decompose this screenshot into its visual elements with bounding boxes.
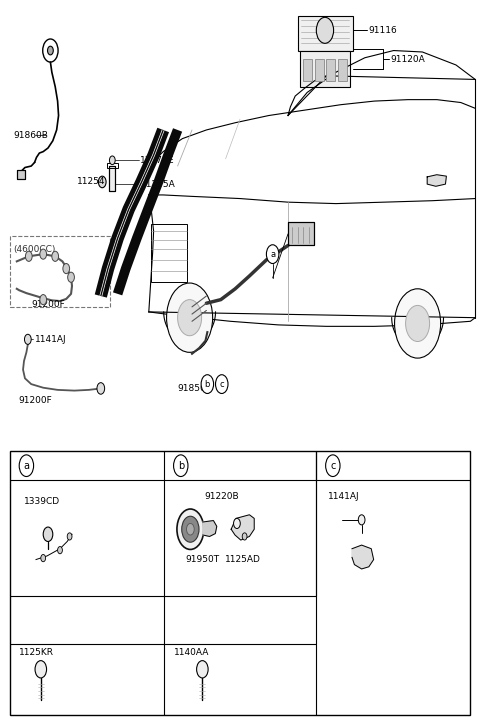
Circle shape [58,547,62,554]
Text: (4600CC): (4600CC) [13,245,56,253]
Circle shape [325,455,340,477]
Polygon shape [352,545,373,569]
Circle shape [40,249,47,259]
Bar [151,224,187,282]
Circle shape [187,523,194,535]
Circle shape [68,272,74,282]
Text: 1125AD: 1125AD [226,555,261,564]
Bar [17,170,25,179]
Circle shape [266,245,279,264]
Circle shape [316,17,334,43]
Circle shape [178,300,202,336]
Bar [298,16,353,51]
Bar [17,170,25,179]
Text: c: c [330,461,336,471]
Polygon shape [231,515,254,540]
Bar [109,166,115,191]
Bar [107,163,118,168]
Polygon shape [203,521,217,536]
Circle shape [43,527,53,542]
Bar [326,59,335,81]
Text: 1140AA: 1140AA [174,648,209,656]
Circle shape [358,515,365,525]
Circle shape [25,251,32,261]
Circle shape [41,554,46,562]
Text: a: a [24,461,29,471]
Text: 1125KR: 1125KR [19,648,54,656]
Bar [338,59,347,81]
Bar [315,59,324,81]
Bar [300,51,350,87]
Circle shape [242,533,247,540]
Text: b: b [204,380,210,388]
Circle shape [234,518,240,529]
Circle shape [395,289,441,358]
Circle shape [52,251,59,261]
Circle shape [48,46,53,55]
Text: 91860B: 91860B [13,131,48,139]
Circle shape [19,455,34,477]
Bar [288,222,314,245]
Circle shape [197,661,208,678]
Circle shape [67,533,72,540]
Circle shape [201,375,214,393]
Bar [10,451,470,715]
Text: 91850D: 91850D [178,384,213,393]
Text: 91200F: 91200F [31,300,65,309]
Circle shape [97,383,105,394]
Polygon shape [427,175,446,186]
Circle shape [63,264,70,274]
Text: 91200F: 91200F [18,396,52,405]
Circle shape [35,661,47,678]
Circle shape [24,334,31,344]
Text: 91220B: 91220B [205,492,240,500]
Circle shape [40,295,47,305]
Text: 91255A: 91255A [140,180,175,188]
Circle shape [177,509,204,549]
Bar [109,166,115,191]
Circle shape [167,283,213,352]
Text: 91116: 91116 [369,26,397,35]
Bar [10,236,110,307]
Circle shape [406,305,430,342]
Circle shape [216,375,228,393]
Circle shape [182,516,199,542]
Text: 11254: 11254 [77,178,105,186]
Text: 1327AE: 1327AE [140,156,175,165]
Text: 1339CD: 1339CD [24,497,60,506]
Text: 91120A: 91120A [390,55,425,64]
Bar [288,222,314,245]
Text: 91950T: 91950T [186,555,220,564]
Text: c: c [219,380,224,388]
Text: a: a [270,250,275,258]
Circle shape [174,455,188,477]
Text: b: b [178,461,184,471]
Text: 1141AJ: 1141AJ [328,492,360,500]
Text: 1141AJ: 1141AJ [35,335,66,344]
Circle shape [109,156,115,165]
Bar [303,59,312,81]
Circle shape [98,176,106,188]
